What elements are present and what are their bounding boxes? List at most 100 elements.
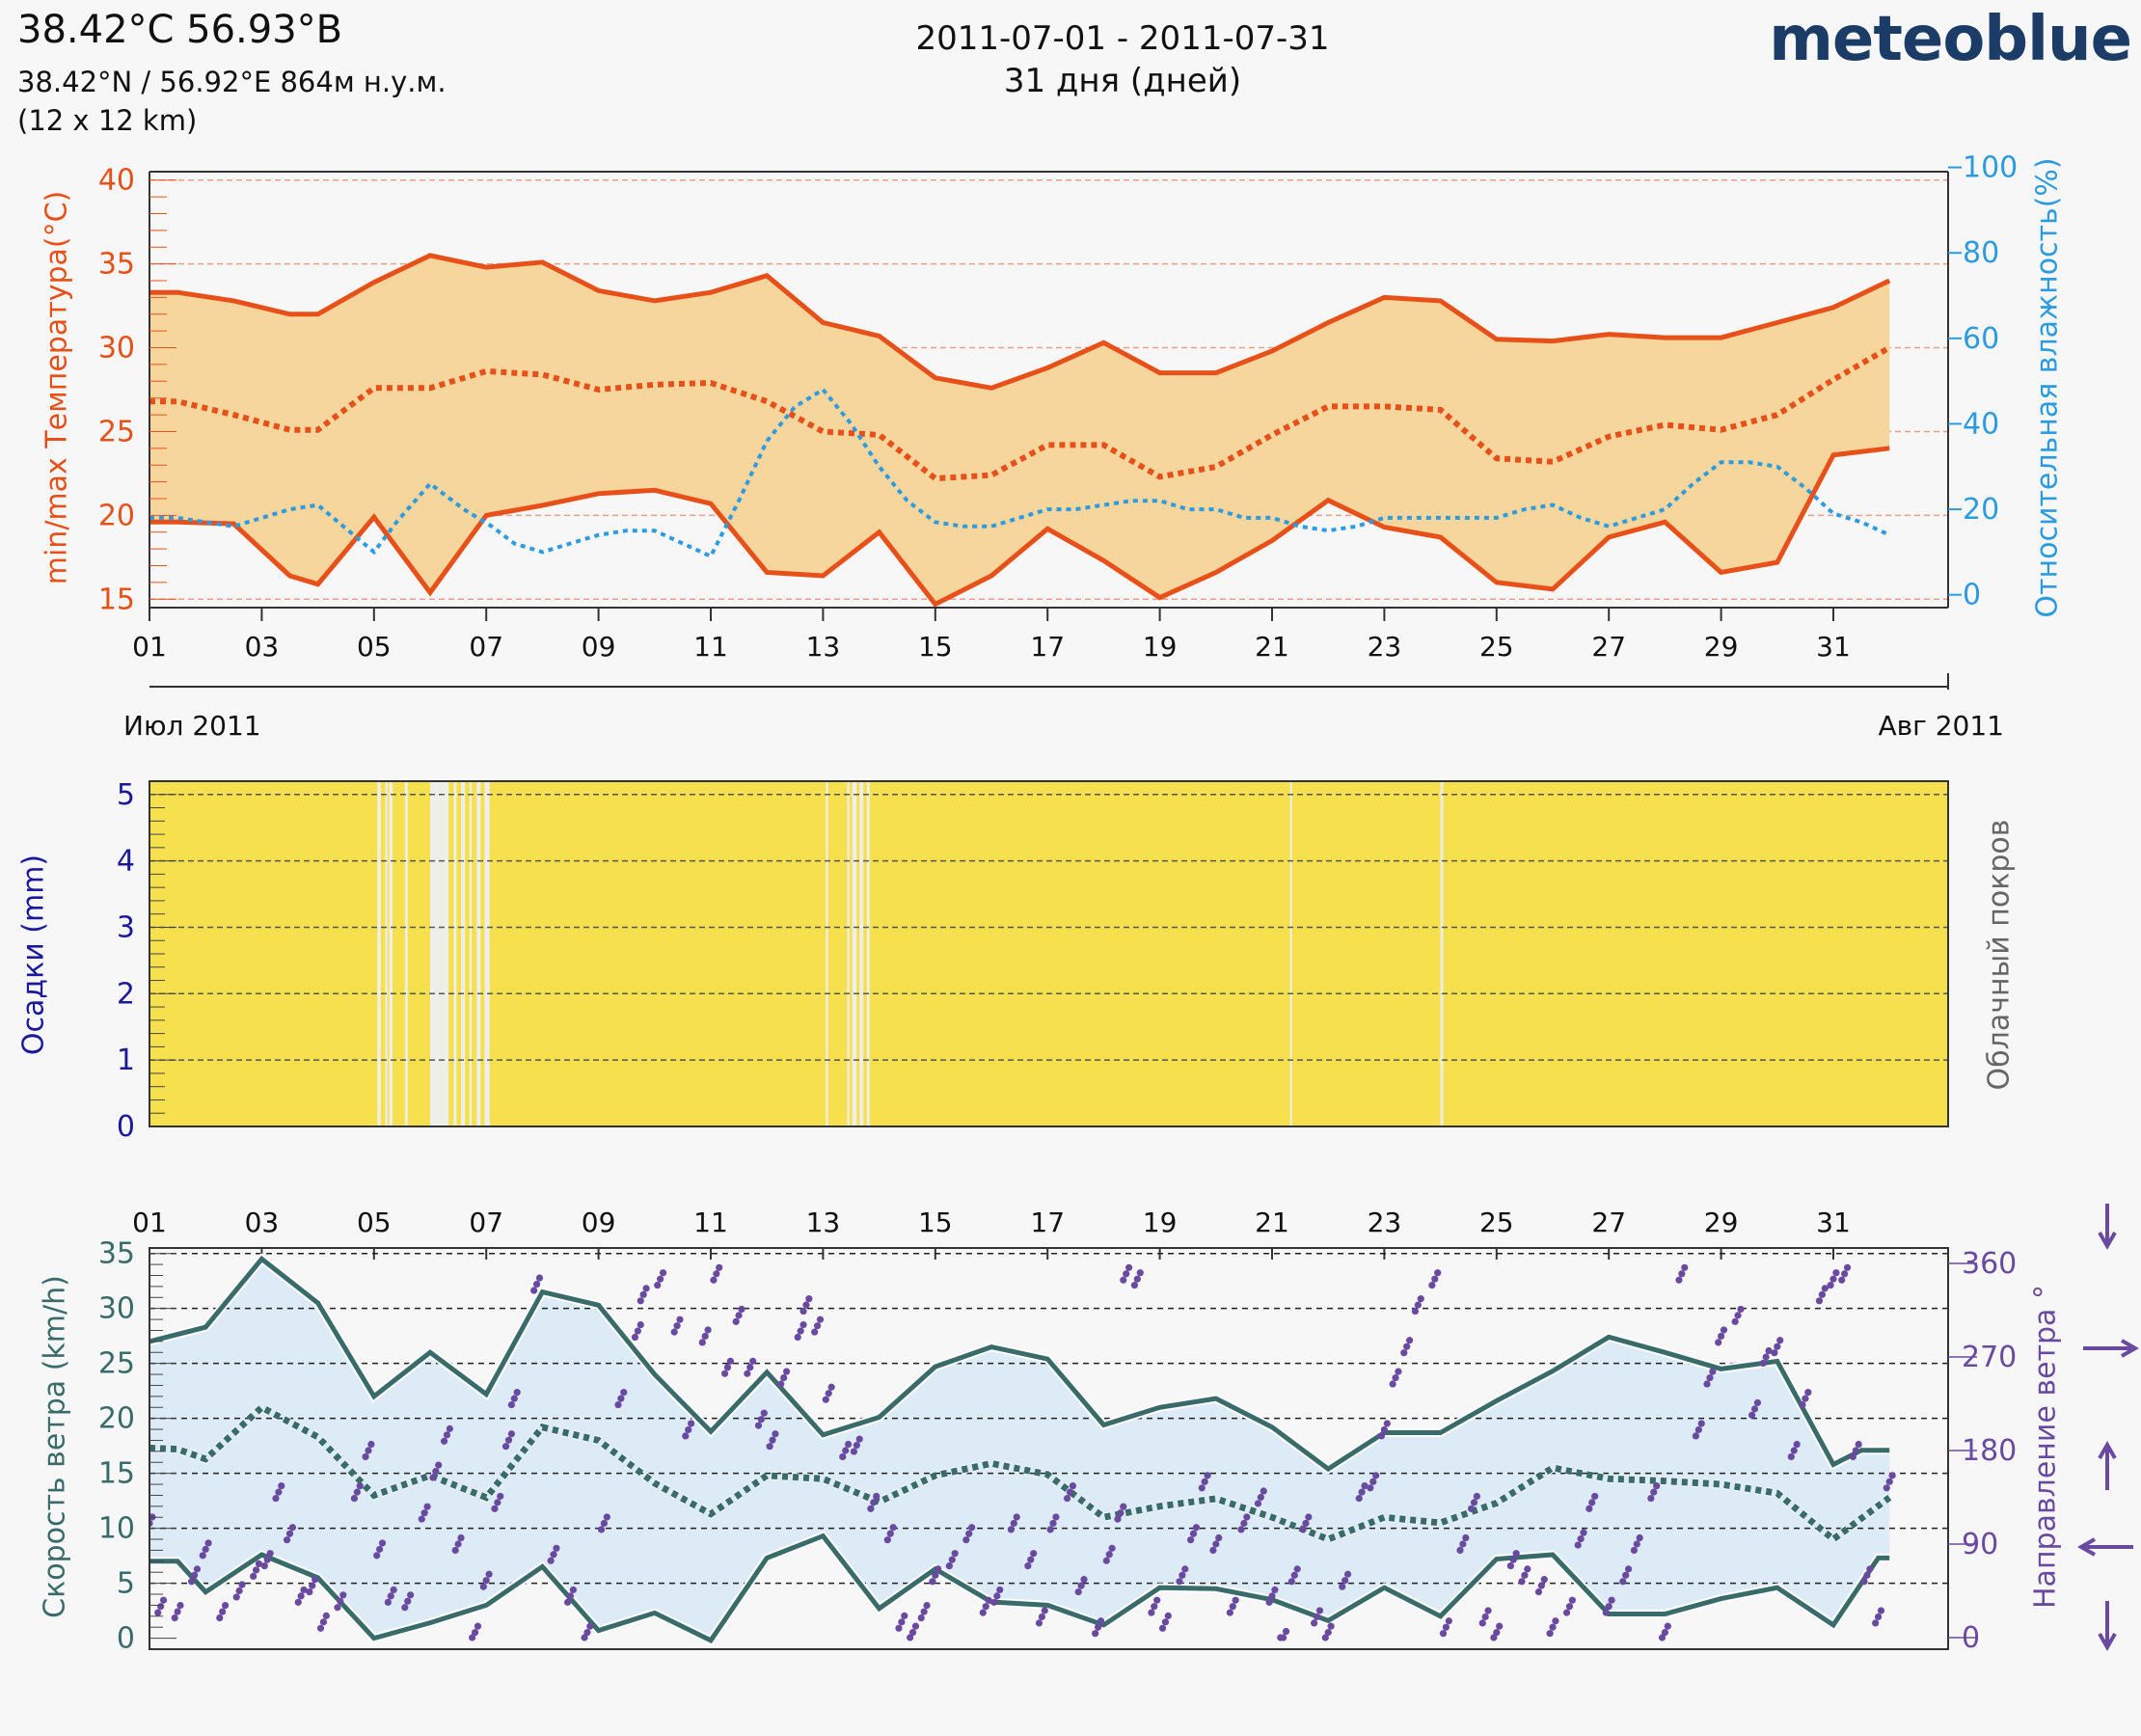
wind-direction-point bbox=[420, 1509, 428, 1517]
wind-direction-point bbox=[1866, 1565, 1874, 1573]
wind-direction-point bbox=[1565, 1603, 1574, 1611]
wind-direction-point bbox=[1380, 1425, 1388, 1434]
wind-direction-point bbox=[446, 1424, 453, 1432]
wind-direction-point bbox=[350, 1494, 359, 1503]
wind-direction-point bbox=[457, 1533, 465, 1542]
wind-direction-point bbox=[1771, 1349, 1778, 1357]
wind-direction-point bbox=[1540, 1576, 1548, 1584]
wind-direction-point bbox=[322, 1612, 330, 1619]
wind-direction-point bbox=[1647, 1494, 1655, 1503]
wind-direction-point bbox=[250, 1572, 257, 1581]
wind-direction-point bbox=[898, 1618, 906, 1626]
wind-direction-point bbox=[1260, 1487, 1267, 1495]
wind-direction-point bbox=[1506, 1562, 1514, 1570]
wind-direction-point bbox=[1585, 1505, 1593, 1512]
wind-direction-point bbox=[1619, 1578, 1627, 1586]
wind-direction-point bbox=[797, 1327, 804, 1335]
wind-direction-point bbox=[822, 1396, 829, 1403]
wind-direction-point bbox=[435, 1461, 443, 1469]
direction-tick-label: 270 bbox=[1962, 1341, 2017, 1374]
precip-tick-label: 2 bbox=[117, 977, 135, 1011]
wind-direction-point bbox=[982, 1603, 989, 1611]
wind-direction-point bbox=[1181, 1565, 1189, 1573]
wind-direction-axis-title: Направление ветра ° bbox=[2029, 1285, 2063, 1609]
temperature-band-fill bbox=[149, 255, 1890, 605]
wind-direction-point bbox=[1653, 1482, 1661, 1490]
wind-direction-point bbox=[720, 1370, 729, 1377]
wind-direction-point bbox=[867, 1505, 875, 1512]
wind-direction-point bbox=[811, 1328, 819, 1336]
wind-direction-point bbox=[497, 1492, 504, 1501]
wind-direction-point bbox=[255, 1560, 263, 1568]
clear-sky-stripe bbox=[461, 781, 466, 1126]
temp-tick-label: 15 bbox=[98, 583, 135, 616]
wind-direction-point bbox=[1254, 1500, 1262, 1507]
wind-direction-point bbox=[855, 1435, 863, 1443]
wind-direction-point bbox=[219, 1608, 227, 1615]
wind-direction-point bbox=[726, 1357, 734, 1365]
wind-direction-point bbox=[1215, 1533, 1223, 1542]
wind-direction-point bbox=[309, 1582, 316, 1589]
wind-direction-point bbox=[1860, 1578, 1868, 1586]
clear-sky-stripe bbox=[469, 781, 473, 1126]
arrow-right-icon bbox=[2083, 1339, 2140, 1358]
wind-direction-point bbox=[1841, 1270, 1849, 1278]
wind-direction-point bbox=[688, 1420, 695, 1427]
wind-direction-point bbox=[1445, 1617, 1452, 1625]
wind-direction-point bbox=[1189, 1530, 1198, 1537]
wind-direction-point bbox=[283, 1536, 291, 1544]
wind-direction-point bbox=[1302, 1519, 1310, 1528]
temperature-humidity-panel: 15 20 25 30 35 40 0 20 40 60 80 100 01 03 05 07 09 11 13 15… bbox=[41, 151, 2065, 742]
wind-direction-point bbox=[935, 1565, 942, 1573]
wind-direction-point bbox=[1462, 1533, 1470, 1542]
wind-direction-point bbox=[171, 1614, 178, 1622]
wind-direction-point bbox=[1577, 1535, 1585, 1543]
wind-direction-point bbox=[1299, 1526, 1307, 1533]
wind-direction-point bbox=[583, 1629, 591, 1637]
wind-direction-point bbox=[188, 1578, 196, 1586]
precip-tick-label: 0 bbox=[117, 1110, 135, 1144]
wind-direction-point bbox=[384, 1598, 392, 1606]
meteoblue-logo[interactable]: meteoblue bbox=[1769, 4, 2132, 75]
wind-direction-point bbox=[760, 1409, 768, 1417]
wind-direction-point bbox=[685, 1425, 692, 1434]
wind-direction-point bbox=[1148, 1609, 1155, 1616]
wind-direction-point bbox=[285, 1530, 294, 1537]
wind-direction-point bbox=[390, 1586, 397, 1594]
wind-direction-point bbox=[1872, 1619, 1880, 1627]
wind-direction-point bbox=[1470, 1499, 1478, 1506]
wind-direction-point bbox=[735, 1312, 743, 1319]
wind-direction-point bbox=[1327, 1622, 1335, 1630]
wind-direction-point bbox=[1176, 1578, 1183, 1586]
temp-day-label: 17 bbox=[1030, 631, 1065, 663]
temp-tick-label: 35 bbox=[98, 248, 135, 282]
wind-band-fill bbox=[149, 1259, 1890, 1641]
wind-direction-point bbox=[1624, 1565, 1633, 1573]
clear-sky-stripe bbox=[476, 781, 481, 1126]
wind-direction-point bbox=[432, 1467, 440, 1476]
wind-direction-point bbox=[157, 1603, 165, 1611]
wind-direction-point bbox=[1863, 1571, 1871, 1579]
wind-direction-point bbox=[443, 1431, 451, 1439]
wind-day-label: 21 bbox=[1255, 1207, 1289, 1238]
wind-direction-point bbox=[1417, 1295, 1424, 1303]
wind-direction-point bbox=[1829, 1275, 1837, 1283]
wind-direction-point bbox=[1369, 1478, 1377, 1485]
wind-direction-point bbox=[1874, 1613, 1883, 1621]
wind-direction-point bbox=[1731, 1317, 1739, 1325]
wind-direction-point bbox=[1605, 1603, 1613, 1611]
tmax-line bbox=[149, 253, 1891, 391]
wind-direction-point bbox=[990, 1598, 998, 1606]
tmin-line bbox=[149, 446, 1890, 608]
wind-direction-point bbox=[174, 1608, 181, 1615]
wind-direction-point bbox=[418, 1515, 425, 1523]
wind-direction-point bbox=[1456, 1546, 1464, 1555]
wind-direction-point bbox=[491, 1505, 499, 1512]
wind-tick-label: 25 bbox=[98, 1347, 135, 1381]
wind-direction-point bbox=[744, 1370, 751, 1377]
temp-day-label: 21 bbox=[1255, 631, 1289, 663]
wind-direction-point bbox=[1355, 1494, 1363, 1503]
wind-direction-point bbox=[1280, 1634, 1287, 1641]
wind-direction-point bbox=[586, 1622, 594, 1630]
wind-direction-point bbox=[356, 1482, 364, 1490]
